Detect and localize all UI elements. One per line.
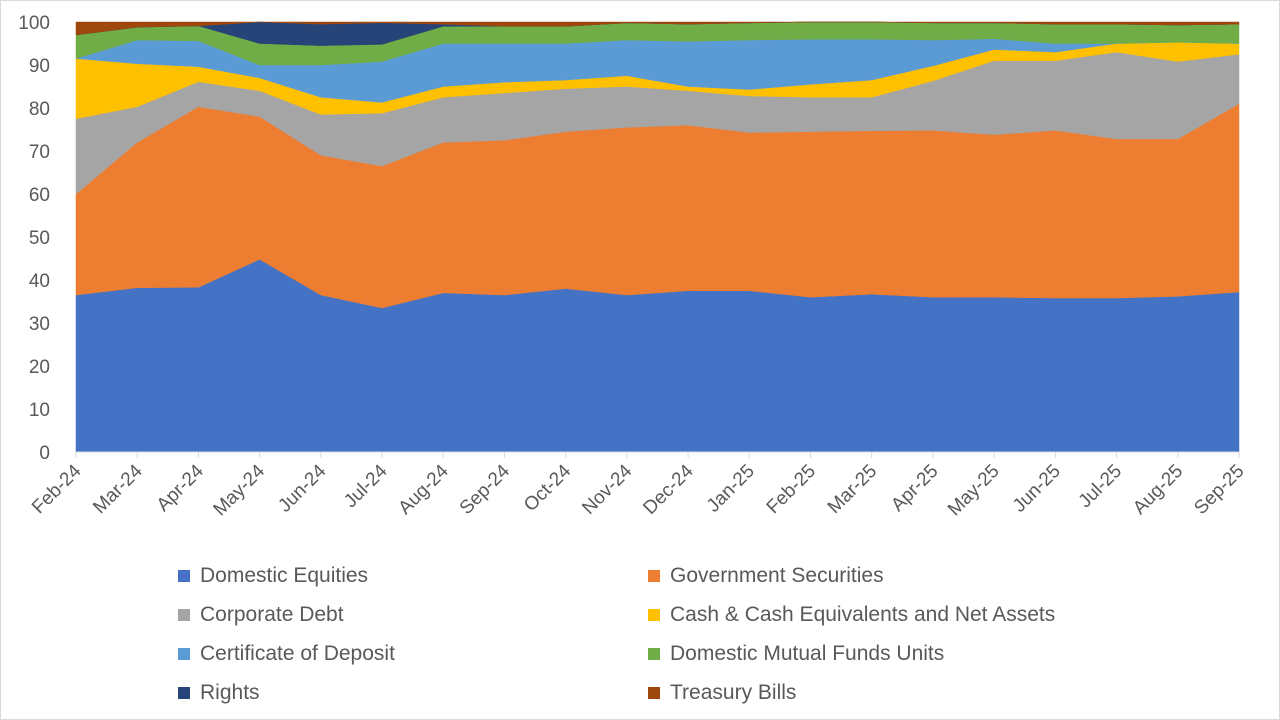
x-tick-label: Feb-25 xyxy=(763,461,820,518)
x-tick-label: Mar-24 xyxy=(89,460,147,518)
x-tick-label: Oct-24 xyxy=(520,460,575,515)
x-tick-label: Apr-25 xyxy=(887,461,942,516)
x-tick-label: Feb-24 xyxy=(28,460,86,518)
y-tick-label: 90 xyxy=(29,56,50,77)
y-tick-label: 30 xyxy=(29,314,50,335)
y-tick-label: 40 xyxy=(29,271,50,292)
y-tick-label: 20 xyxy=(29,357,50,378)
y-tick-label: 10 xyxy=(29,400,50,421)
x-tick-label: Jun-25 xyxy=(1009,461,1065,517)
y-tick-label: 0 xyxy=(39,443,50,464)
x-axis-ticks: Feb-24 Mar-24 Apr-24 May-24 Jun-24 Jul-24 Aug-… xyxy=(28,460,1248,520)
x-tick-label: Jul-24 xyxy=(340,460,392,512)
x-tick-label: Aug-24 xyxy=(395,460,453,518)
y-tick-label: 60 xyxy=(29,185,50,206)
x-tick-label: Jun-24 xyxy=(274,460,330,516)
x-tick-label: May-24 xyxy=(210,460,270,520)
area-series-group xyxy=(75,21,1240,453)
x-tick-label: Aug-25 xyxy=(1129,461,1187,519)
x-tick-label: Sep-24 xyxy=(456,460,514,518)
y-tick-label: 80 xyxy=(29,99,50,120)
x-tick-label: Jul-25 xyxy=(1075,461,1126,512)
y-axis-ticks: 0 10 20 30 40 50 60 70 80 90 100 xyxy=(18,13,50,464)
y-tick-label: 70 xyxy=(29,142,50,163)
area-treasury-bills xyxy=(75,21,1240,36)
x-tick-label: Dec-24 xyxy=(639,460,697,518)
x-tick-label: Mar-25 xyxy=(824,461,881,518)
x-tick-label: May-25 xyxy=(944,461,1004,521)
x-tick-label: Nov-24 xyxy=(578,460,636,518)
y-tick-label: 50 xyxy=(29,228,50,249)
x-tick-label: Sep-25 xyxy=(1190,461,1248,519)
x-tick-label: Jan-25 xyxy=(703,461,759,517)
x-tick-label: Apr-24 xyxy=(153,460,208,515)
axes-group xyxy=(75,451,1240,458)
y-tick-label: 100 xyxy=(18,13,50,34)
